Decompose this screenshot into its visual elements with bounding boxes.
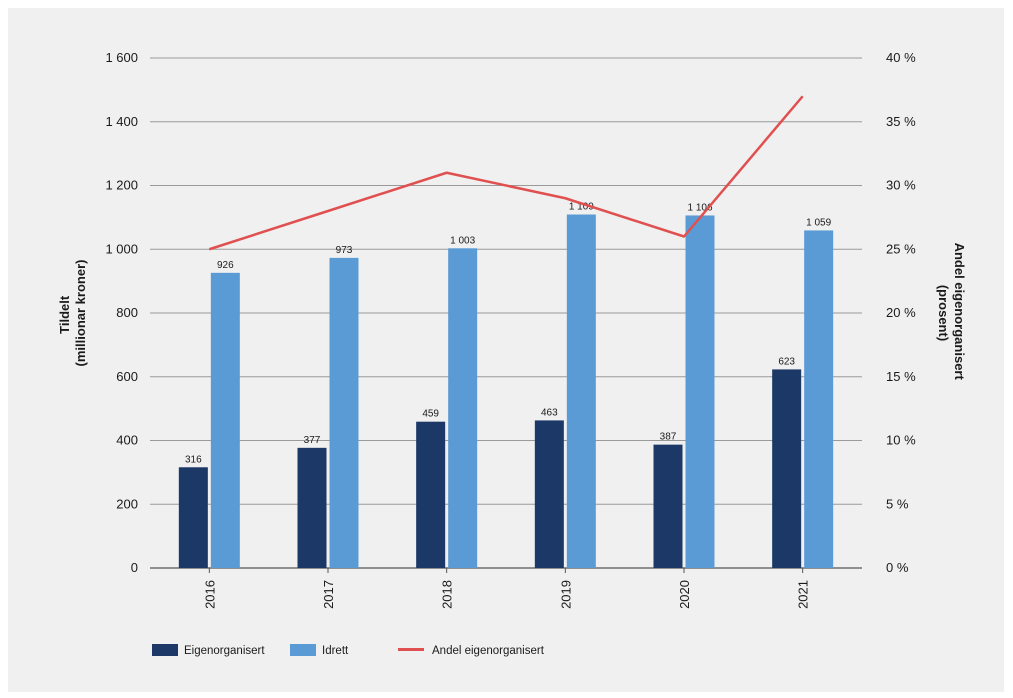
- data-label: 387: [660, 432, 677, 443]
- x-tick-label: 2016: [202, 580, 217, 609]
- y2-tick-label: 35 %: [886, 114, 916, 129]
- y2-tick-label: 5 %: [886, 496, 909, 511]
- legend-label-andel: Andel eigenorganisert: [432, 645, 545, 657]
- bar-eigenorganisert-2017: [297, 447, 327, 568]
- bar-eigenorganisert-2020: [653, 444, 683, 568]
- y2-tick-label: 0 %: [886, 560, 909, 575]
- legend-swatch-andel: [398, 648, 424, 651]
- data-label: 316: [185, 454, 202, 465]
- x-tick-label: 2019: [558, 580, 573, 609]
- bar-eigenorganisert-2016: [178, 467, 208, 568]
- x-tick-label: 2021: [796, 580, 811, 609]
- legend: Eigenorganisert Idrett Andel eigenorgani…: [152, 644, 545, 657]
- y-axis-label: Tildelt (millionar kroner): [57, 260, 88, 367]
- bar-idrett-2020: [685, 215, 715, 568]
- x-tick-label: 2018: [440, 580, 455, 609]
- y-tick-label: 200: [116, 496, 138, 511]
- y-tick-label: 800: [116, 305, 138, 320]
- y-tick-label: 1 200: [105, 178, 138, 193]
- bars: [178, 214, 834, 568]
- y2-tick-label: 20 %: [886, 305, 916, 320]
- x-tick-label: 2020: [677, 580, 692, 609]
- bar-idrett-2017: [329, 257, 359, 568]
- data-label: 973: [336, 245, 353, 256]
- data-label: 623: [778, 356, 795, 367]
- data-label: 926: [217, 260, 234, 271]
- y2-tick-label: 30 %: [886, 178, 916, 193]
- y-tick-label: 1 400: [105, 114, 138, 129]
- bar-idrett-2018: [448, 248, 478, 568]
- share-line: [208, 95, 804, 251]
- bar-eigenorganisert-2019: [534, 420, 564, 568]
- y-tick-label: 1 000: [105, 241, 138, 256]
- data-label: 459: [422, 409, 439, 420]
- bar-idrett-2019: [566, 214, 596, 568]
- y2-tick-label: 10 %: [886, 433, 916, 448]
- legend-swatch-eigenorganisert: [152, 644, 178, 656]
- line-andel-eigenorganisert: [208, 95, 804, 251]
- data-labels: 316 377 459 463 387 623 926 973 1 003 1 109 1 106 1…: [185, 202, 832, 466]
- legend-swatch-idrett: [290, 644, 316, 656]
- y2-tick-label: 40 %: [886, 50, 916, 65]
- x-tick-label: 2017: [321, 580, 336, 609]
- y-axis-ticks: 0 200 400 600 800 1 000 1 200 1 400 1 600: [105, 50, 138, 575]
- legend-label-idrett: Idrett: [322, 645, 349, 657]
- y-tick-label: 400: [116, 433, 138, 448]
- y2-axis-label: Andel eigenorganisert (prosent): [936, 243, 967, 384]
- x-axis-ticks: 2016 2017 2018 2019 2020 2021: [202, 568, 811, 609]
- data-label: 1 106: [687, 202, 712, 213]
- y2-tick-label: 15 %: [886, 369, 916, 384]
- y2-axis-ticks: 0 % 5 % 10 % 15 % 20 % 25 % 30 % 35 % 40 %: [886, 50, 916, 575]
- legend-label-eigenorganisert: Eigenorganisert: [184, 645, 265, 657]
- data-label: 1 003: [450, 235, 475, 246]
- y-tick-label: 600: [116, 369, 138, 384]
- data-label: 1 059: [806, 217, 831, 228]
- data-label: 463: [541, 407, 558, 418]
- bar-eigenorganisert-2021: [772, 369, 802, 568]
- data-label: 1 109: [569, 202, 594, 213]
- bar-idrett-2021: [804, 230, 834, 568]
- y-tick-label: 0: [131, 560, 138, 575]
- data-label: 377: [304, 435, 321, 446]
- y2-tick-label: 25 %: [886, 241, 916, 256]
- bar-idrett-2016: [210, 272, 240, 568]
- bar-eigenorganisert-2018: [416, 421, 446, 568]
- gridlines: [150, 57, 862, 569]
- y-tick-label: 1 600: [105, 50, 138, 65]
